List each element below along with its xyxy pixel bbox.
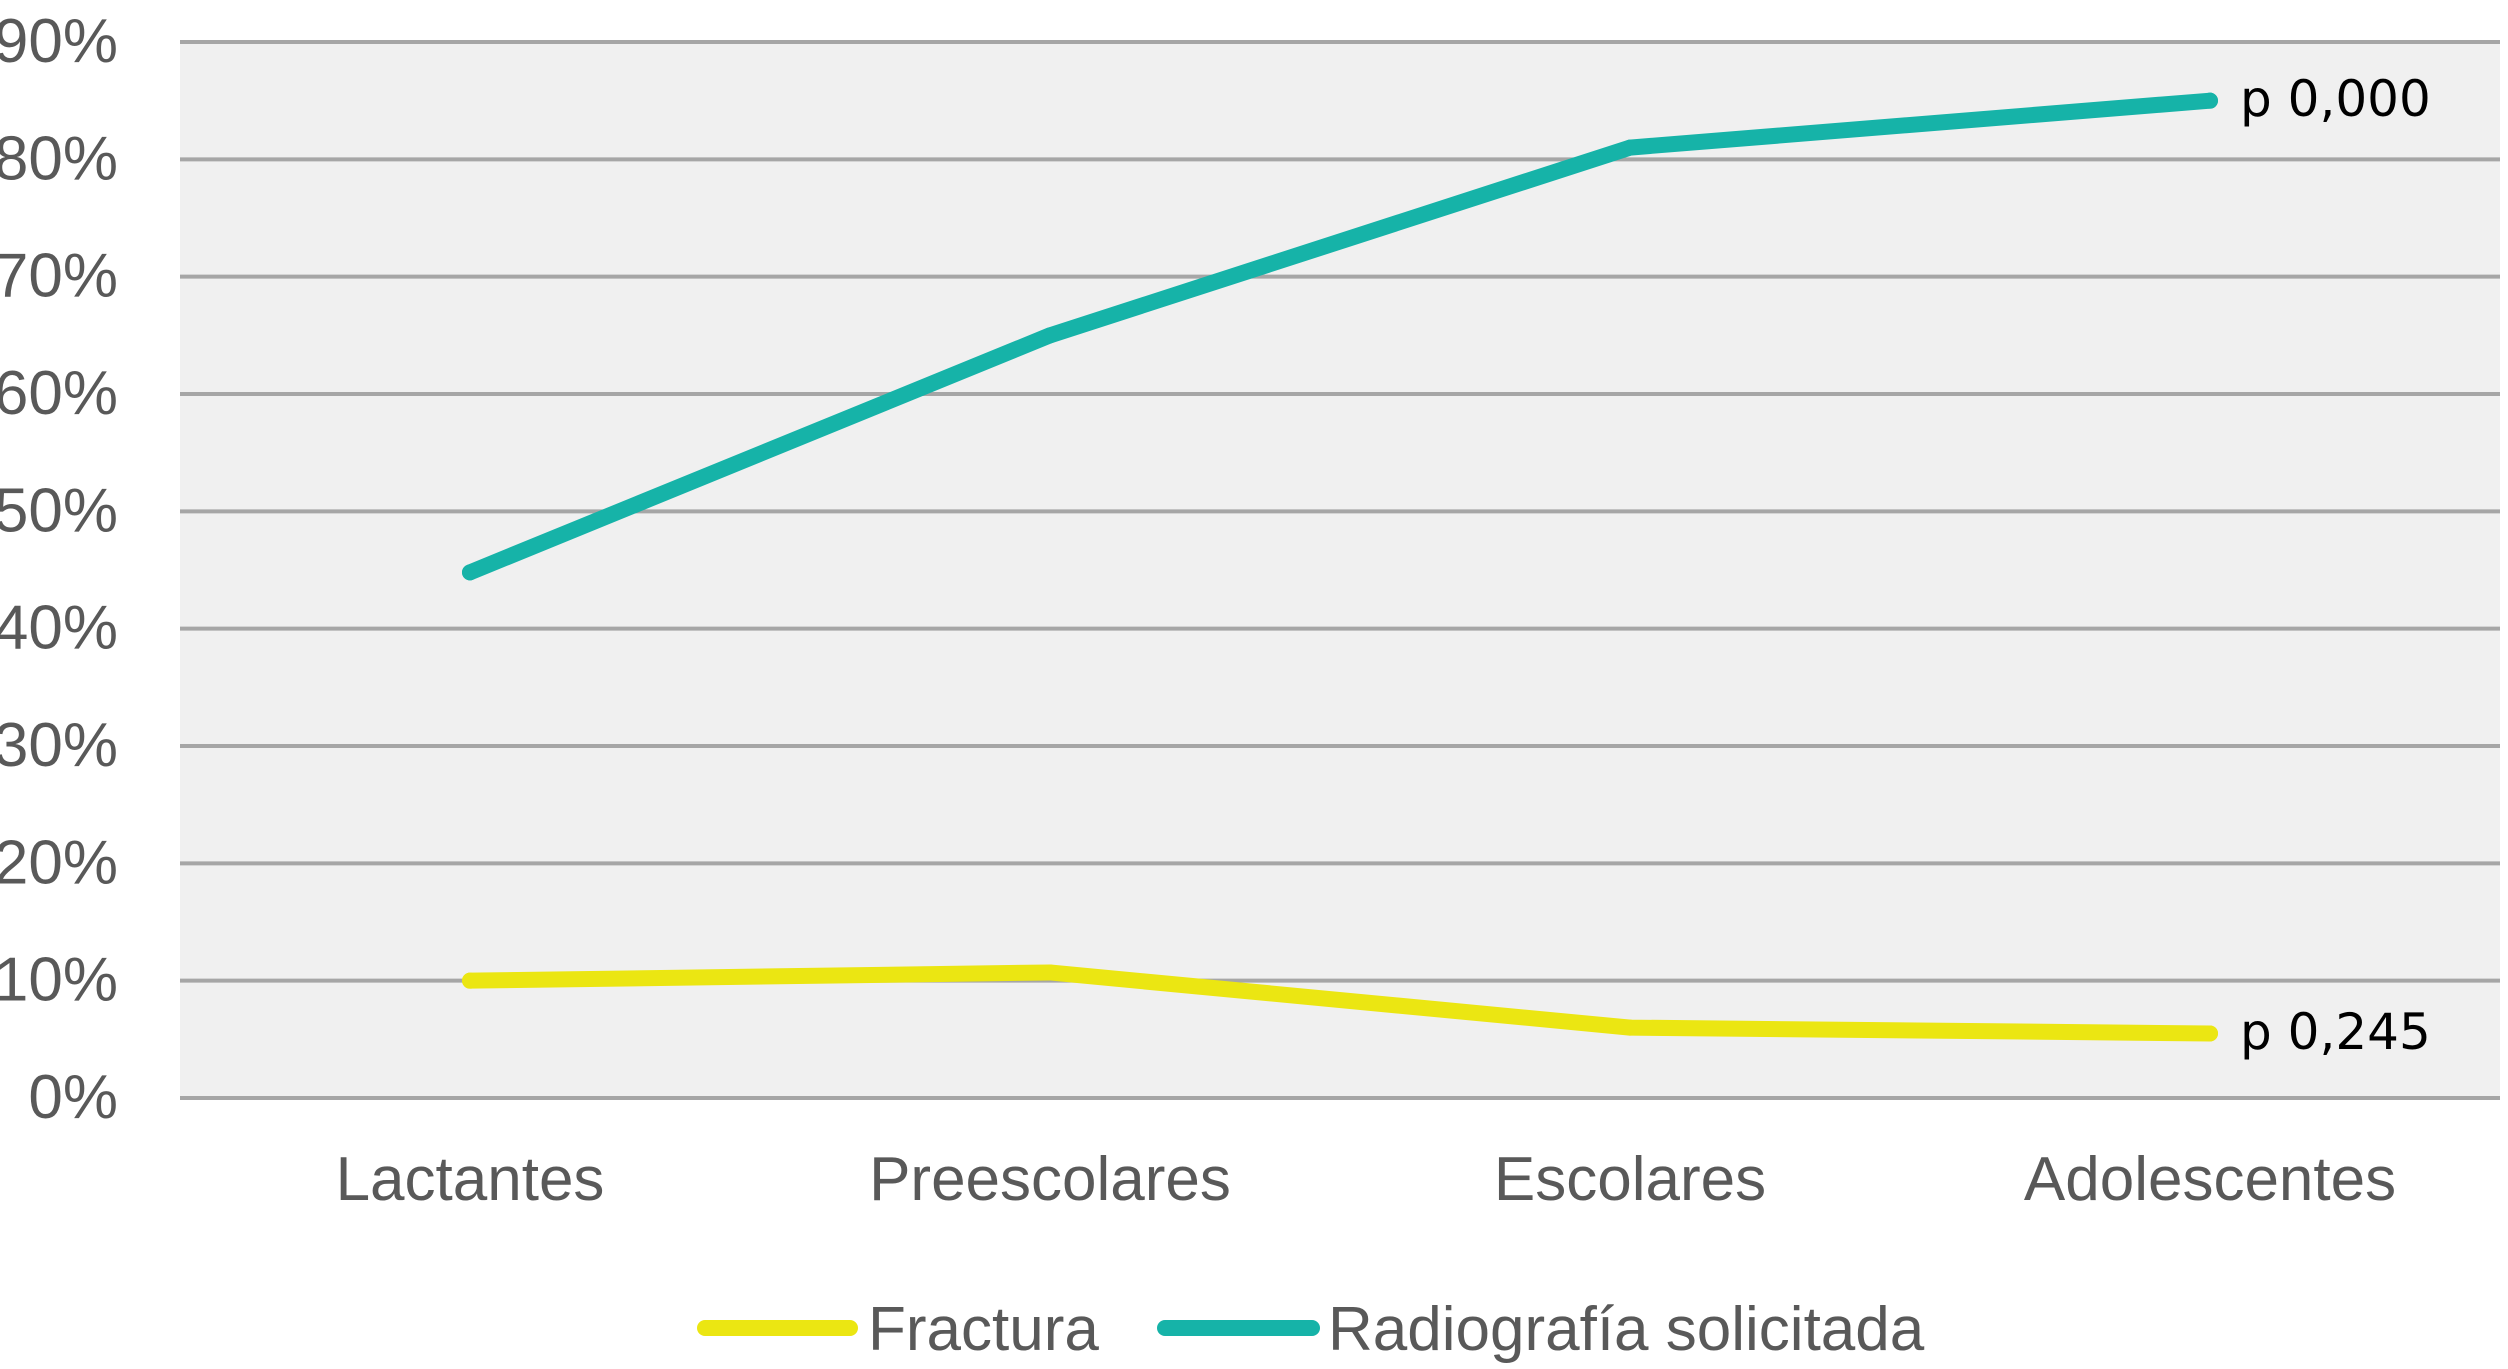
y-tick-label: 80%: [0, 124, 118, 193]
plot-background: [180, 42, 2500, 1098]
x-axis-categories: Lactantes Preescolares Escolares Adolescent…: [336, 1145, 2397, 1214]
y-tick-label: 0%: [28, 1063, 118, 1132]
legend-label: Fractura: [868, 1295, 1099, 1364]
p-value-annotation: p 0,000: [2240, 70, 2431, 128]
data-point: [1622, 1019, 1638, 1036]
y-tick-label: 90%: [0, 7, 118, 76]
data-point: [2202, 92, 2218, 109]
y-tick-label: 70%: [0, 242, 118, 311]
x-category-label: Adolescentes: [2024, 1145, 2396, 1214]
y-axis-ticks: 0% 10% 20% 30% 40% 50% 60% 70% 80% 90%: [0, 7, 118, 1132]
legend: Fractura Radiografía solicitada: [697, 1295, 1925, 1364]
y-tick-label: 40%: [0, 594, 118, 663]
legend-label: Radiografía solicitada: [1328, 1295, 1925, 1364]
x-category-label: Lactantes: [336, 1145, 605, 1214]
series-line-radiograf-a-solicitada: [462, 92, 2218, 581]
y-tick-label: 30%: [0, 711, 118, 780]
y-tick-label: 20%: [0, 828, 118, 897]
data-point: [1042, 327, 1058, 344]
data-point: [462, 564, 478, 581]
x-category-label: Preescolares: [869, 1145, 1231, 1214]
data-point: [1042, 964, 1058, 981]
y-tick-label: 50%: [0, 476, 118, 545]
data-point: [1622, 139, 1638, 156]
series-line-fractura: [462, 964, 2218, 1042]
data-point: [462, 972, 478, 989]
y-tick-label: 60%: [0, 359, 118, 428]
y-tick-label: 10%: [0, 946, 118, 1015]
series-lines: [462, 92, 2218, 1042]
p-value-annotation: p 0,245: [2240, 1003, 2431, 1061]
annotations: p 0,000 p 0,245: [2240, 70, 2431, 1061]
x-category-label: Escolares: [1494, 1145, 1766, 1214]
data-point: [2202, 1025, 2218, 1042]
